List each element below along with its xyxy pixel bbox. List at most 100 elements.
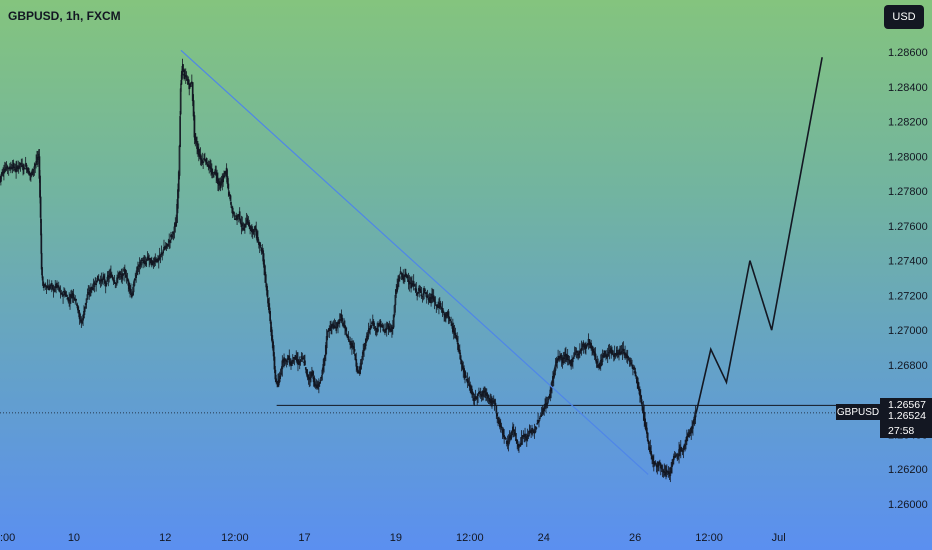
candle-body — [439, 302, 442, 307]
candle-body — [612, 354, 615, 357]
candle-body — [632, 367, 635, 370]
candle-body — [325, 336, 328, 349]
candle-body — [285, 360, 288, 363]
candle-body — [209, 166, 211, 168]
candle-body — [39, 196, 42, 218]
candle-body — [192, 100, 195, 117]
candle-body — [514, 433, 517, 437]
candle-body — [500, 426, 503, 429]
candle-body — [225, 167, 228, 177]
candle-body — [579, 349, 582, 352]
candle-body — [272, 345, 275, 357]
candle-body — [505, 438, 507, 440]
candle-body — [646, 432, 649, 441]
candle-body — [377, 328, 379, 332]
candle-body — [128, 282, 131, 290]
candle-body — [576, 351, 579, 353]
candle-body — [458, 349, 461, 354]
candle-body — [65, 294, 68, 297]
candle-body — [632, 364, 634, 370]
candle-body — [637, 381, 639, 389]
drawings — [0, 49, 880, 475]
candle-body — [241, 223, 244, 227]
candle-body — [604, 350, 606, 354]
y-tick-label: 1.26000 — [888, 499, 928, 511]
candle-body — [512, 429, 515, 432]
candle-body — [320, 376, 323, 379]
candle-body — [295, 356, 298, 361]
candle-body — [524, 434, 526, 436]
candle-body — [394, 294, 397, 306]
candle-body — [177, 189, 179, 209]
candle-body — [72, 294, 75, 298]
candle-body — [580, 347, 583, 350]
candle-body — [187, 79, 190, 85]
candle-body — [238, 211, 241, 220]
candle-body — [316, 384, 318, 388]
candle-body — [449, 319, 452, 321]
candle-body — [433, 299, 436, 303]
candle-body — [638, 388, 640, 391]
candle-body — [226, 176, 229, 185]
candle-body — [413, 285, 416, 287]
candle-body — [111, 276, 114, 280]
candle-body — [140, 262, 143, 266]
candle-body — [434, 301, 437, 304]
candle-body — [51, 285, 54, 290]
candle-body — [97, 278, 100, 281]
candle-body — [23, 165, 25, 169]
candle-body — [419, 290, 422, 293]
x-tick-label: 12:00 — [456, 532, 484, 544]
candle-body — [516, 439, 519, 444]
candle-body — [692, 425, 694, 429]
candle-body — [50, 283, 53, 285]
candle-body — [175, 222, 178, 227]
candle-body — [392, 314, 395, 328]
currency-button[interactable]: USD — [884, 5, 924, 29]
y-tick-label: 1.28000 — [888, 151, 928, 163]
candle-body — [311, 371, 314, 376]
candle-body — [299, 359, 302, 362]
candle-body — [75, 299, 77, 301]
candle-body — [639, 390, 641, 396]
candle-body — [211, 171, 214, 175]
candle-body — [205, 158, 208, 164]
y-tick-label: 1.27400 — [888, 256, 928, 268]
candle-body — [130, 289, 132, 293]
candles — [0, 58, 697, 483]
candle-body — [624, 352, 626, 355]
candle-body — [77, 305, 79, 311]
candle-body — [504, 436, 506, 439]
y-tick-label: 1.28400 — [888, 82, 928, 94]
candle-body — [596, 361, 599, 364]
candle-body — [271, 329, 273, 341]
candle-body — [572, 356, 575, 359]
candle-body — [640, 399, 643, 404]
candle-body — [1, 172, 4, 175]
candle-body — [406, 276, 409, 279]
candle-body — [266, 289, 269, 298]
x-tick-label: 24 — [538, 532, 550, 544]
candle-body — [485, 392, 488, 396]
candle-body — [113, 280, 116, 283]
candle-body — [459, 355, 462, 361]
candle-body — [103, 275, 105, 279]
candle-body — [374, 326, 377, 329]
candle-body — [554, 364, 557, 371]
y-tick-label: 1.27200 — [888, 290, 928, 302]
candle-body — [652, 461, 655, 464]
candle-body — [222, 175, 225, 183]
candle-body — [265, 283, 268, 291]
candle-body — [644, 418, 646, 426]
candle-body — [352, 346, 355, 349]
candle-body — [101, 279, 104, 282]
candle-body — [184, 75, 187, 77]
candle-body — [666, 471, 669, 473]
x-tick-label: 12 — [159, 532, 171, 544]
candle-body — [450, 321, 452, 323]
candle-body — [563, 357, 566, 359]
candle-body — [471, 392, 474, 396]
candle-body — [496, 413, 499, 417]
